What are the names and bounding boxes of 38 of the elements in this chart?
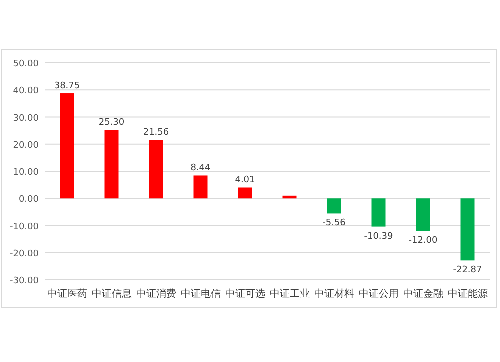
bar [149, 140, 164, 199]
y-tick-label: -20.00 [10, 249, 40, 260]
data-label: -22.87 [453, 266, 482, 276]
x-tick-label: 中证工业 [270, 288, 310, 300]
y-tick-label: 30.00 [13, 114, 40, 124]
bar [238, 188, 252, 199]
bar [372, 198, 386, 227]
y-tick-label: 40.00 [13, 86, 40, 97]
bar [104, 130, 119, 199]
x-tick-label: 中证可选 [225, 288, 266, 300]
data-label: -10.39 [364, 232, 394, 242]
bar [194, 176, 208, 199]
bar [282, 196, 297, 199]
x-tick-label: 中证医药 [47, 288, 88, 300]
bar [60, 94, 74, 199]
x-tick-label: 中证公用 [358, 288, 399, 300]
data-label: -5.56 [322, 218, 346, 229]
y-tick-label: -30.00 [10, 276, 40, 286]
data-label: 4.01 [235, 176, 256, 186]
x-tick-label: 中证材料 [314, 288, 354, 300]
bar [327, 198, 342, 214]
x-tick-label: 中证消费 [136, 288, 176, 300]
x-tick-label: 中证能源 [448, 288, 488, 300]
y-tick-label: 10.00 [13, 168, 40, 178]
x-tick-label: 中证电信 [180, 288, 221, 300]
y-tick-label: 20.00 [13, 140, 40, 151]
bar [416, 198, 430, 232]
data-label: 21.56 [143, 128, 170, 138]
x-tick-label: 中证金融 [403, 288, 444, 300]
y-tick-label: 50.00 [13, 60, 40, 70]
data-label: 25.30 [98, 118, 125, 128]
y-tick-label: 0.00 [18, 195, 40, 206]
x-tick-label: 中证信息 [92, 288, 132, 300]
bar [460, 198, 475, 261]
data-label: -12.00 [408, 236, 438, 246]
y-tick-label: -10.00 [10, 222, 40, 232]
data-label: 8.44 [190, 164, 212, 174]
data-label: 38.75 [54, 82, 80, 92]
